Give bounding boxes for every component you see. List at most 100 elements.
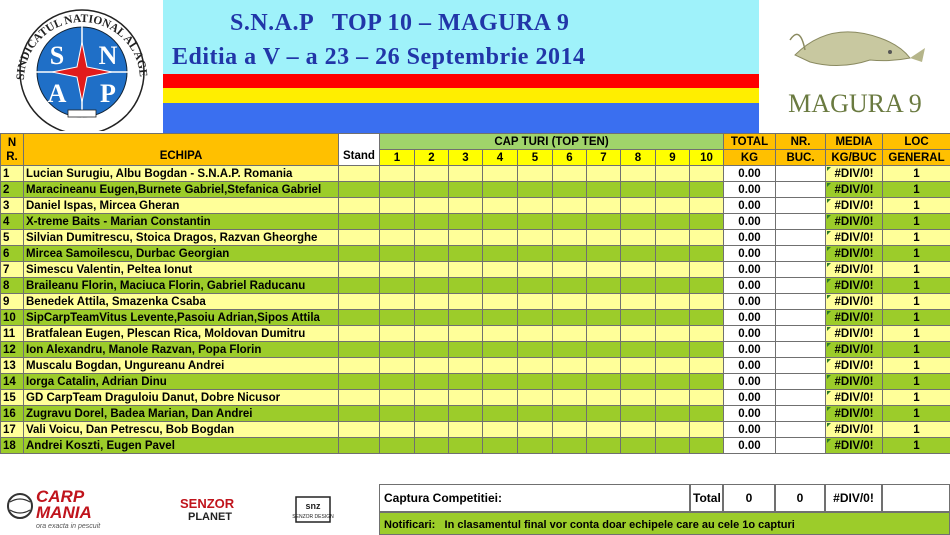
capture-cell[interactable] (517, 293, 553, 310)
capture-cell[interactable] (414, 405, 449, 422)
capture-cell[interactable] (552, 309, 587, 326)
capture-cell[interactable] (517, 309, 553, 326)
capture-cell[interactable] (586, 229, 621, 246)
capture-cell[interactable] (448, 197, 483, 214)
team-name[interactable]: Muscalu Bogdan, Ungureanu Andrei (23, 357, 339, 374)
capture-cell[interactable] (586, 165, 621, 182)
stand-cell[interactable] (338, 277, 380, 294)
team-name[interactable]: Zugravu Dorel, Badea Marian, Dan Andrei (23, 405, 339, 422)
capture-cell[interactable] (379, 261, 415, 278)
stand-cell[interactable] (338, 261, 380, 278)
team-name[interactable]: Silvian Dumitrescu, Stoica Dragos, Razva… (23, 229, 339, 246)
capture-cell[interactable] (552, 405, 587, 422)
team-name[interactable]: Iorga Catalin, Adrian Dinu (23, 373, 339, 390)
capture-cell[interactable] (620, 181, 656, 198)
capture-cell[interactable] (379, 213, 415, 230)
capture-cell[interactable] (689, 293, 724, 310)
capture-cell[interactable] (620, 405, 656, 422)
capture-cell[interactable] (517, 325, 553, 342)
capture-cell[interactable] (482, 421, 518, 438)
capture-cell[interactable] (448, 293, 483, 310)
capture-cell[interactable] (552, 277, 587, 294)
capture-cell[interactable] (448, 309, 483, 326)
capture-cell[interactable] (448, 213, 483, 230)
capture-cell[interactable] (620, 437, 656, 454)
capture-cell[interactable] (482, 261, 518, 278)
capture-cell[interactable] (482, 245, 518, 262)
nr-buc[interactable] (775, 293, 826, 310)
team-name[interactable]: Andrei Koszti, Eugen Pavel (23, 437, 339, 454)
capture-cell[interactable] (655, 245, 690, 262)
capture-cell[interactable] (655, 213, 690, 230)
capture-cell[interactable] (379, 325, 415, 342)
capture-cell[interactable] (586, 437, 621, 454)
capture-cell[interactable] (655, 357, 690, 374)
capture-cell[interactable] (655, 389, 690, 406)
capture-cell[interactable] (448, 261, 483, 278)
capture-cell[interactable] (414, 373, 449, 390)
capture-cell[interactable] (379, 421, 415, 438)
capture-cell[interactable] (552, 325, 587, 342)
capture-cell[interactable] (655, 373, 690, 390)
capture-cell[interactable] (379, 357, 415, 374)
capture-cell[interactable] (414, 437, 449, 454)
stand-cell[interactable] (338, 405, 380, 422)
capture-cell[interactable] (448, 373, 483, 390)
capture-cell[interactable] (482, 165, 518, 182)
nr-buc[interactable] (775, 325, 826, 342)
capture-cell[interactable] (655, 325, 690, 342)
capture-cell[interactable] (620, 277, 656, 294)
capture-cell[interactable] (517, 373, 553, 390)
nr-buc[interactable] (775, 389, 826, 406)
nr-buc[interactable] (775, 357, 826, 374)
capture-cell[interactable] (586, 357, 621, 374)
nr-buc[interactable] (775, 229, 826, 246)
stand-cell[interactable] (338, 213, 380, 230)
capture-cell[interactable] (448, 357, 483, 374)
nr-buc[interactable] (775, 341, 826, 358)
capture-cell[interactable] (586, 405, 621, 422)
capture-cell[interactable] (689, 373, 724, 390)
capture-cell[interactable] (414, 325, 449, 342)
stand-cell[interactable] (338, 197, 380, 214)
capture-cell[interactable] (586, 181, 621, 198)
team-name[interactable]: Benedek Attila, Smazenka Csaba (23, 293, 339, 310)
capture-cell[interactable] (517, 277, 553, 294)
capture-cell[interactable] (517, 421, 553, 438)
stand-cell[interactable] (338, 229, 380, 246)
stand-cell[interactable] (338, 165, 380, 182)
capture-cell[interactable] (482, 293, 518, 310)
capture-cell[interactable] (552, 245, 587, 262)
capture-cell[interactable] (379, 277, 415, 294)
capture-cell[interactable] (689, 437, 724, 454)
capture-cell[interactable] (586, 421, 621, 438)
capture-cell[interactable] (482, 405, 518, 422)
capture-cell[interactable] (448, 437, 483, 454)
capture-cell[interactable] (448, 325, 483, 342)
nr-buc[interactable] (775, 245, 826, 262)
capture-cell[interactable] (379, 405, 415, 422)
team-name[interactable]: SipCarpTeamVitus Levente,Pasoiu Adrian,S… (23, 309, 339, 326)
capture-cell[interactable] (414, 341, 449, 358)
capture-cell[interactable] (655, 437, 690, 454)
capture-cell[interactable] (586, 261, 621, 278)
capture-cell[interactable] (379, 181, 415, 198)
capture-cell[interactable] (482, 357, 518, 374)
capture-cell[interactable] (586, 213, 621, 230)
capture-cell[interactable] (689, 165, 724, 182)
capture-cell[interactable] (482, 277, 518, 294)
capture-cell[interactable] (689, 229, 724, 246)
capture-cell[interactable] (689, 309, 724, 326)
capture-cell[interactable] (414, 277, 449, 294)
nr-buc[interactable] (775, 421, 826, 438)
stand-cell[interactable] (338, 357, 380, 374)
capture-cell[interactable] (414, 293, 449, 310)
capture-cell[interactable] (517, 229, 553, 246)
capture-cell[interactable] (379, 245, 415, 262)
capture-cell[interactable] (448, 229, 483, 246)
capture-cell[interactable] (414, 357, 449, 374)
capture-cell[interactable] (586, 389, 621, 406)
capture-cell[interactable] (552, 165, 587, 182)
capture-cell[interactable] (482, 437, 518, 454)
stand-cell[interactable] (338, 421, 380, 438)
